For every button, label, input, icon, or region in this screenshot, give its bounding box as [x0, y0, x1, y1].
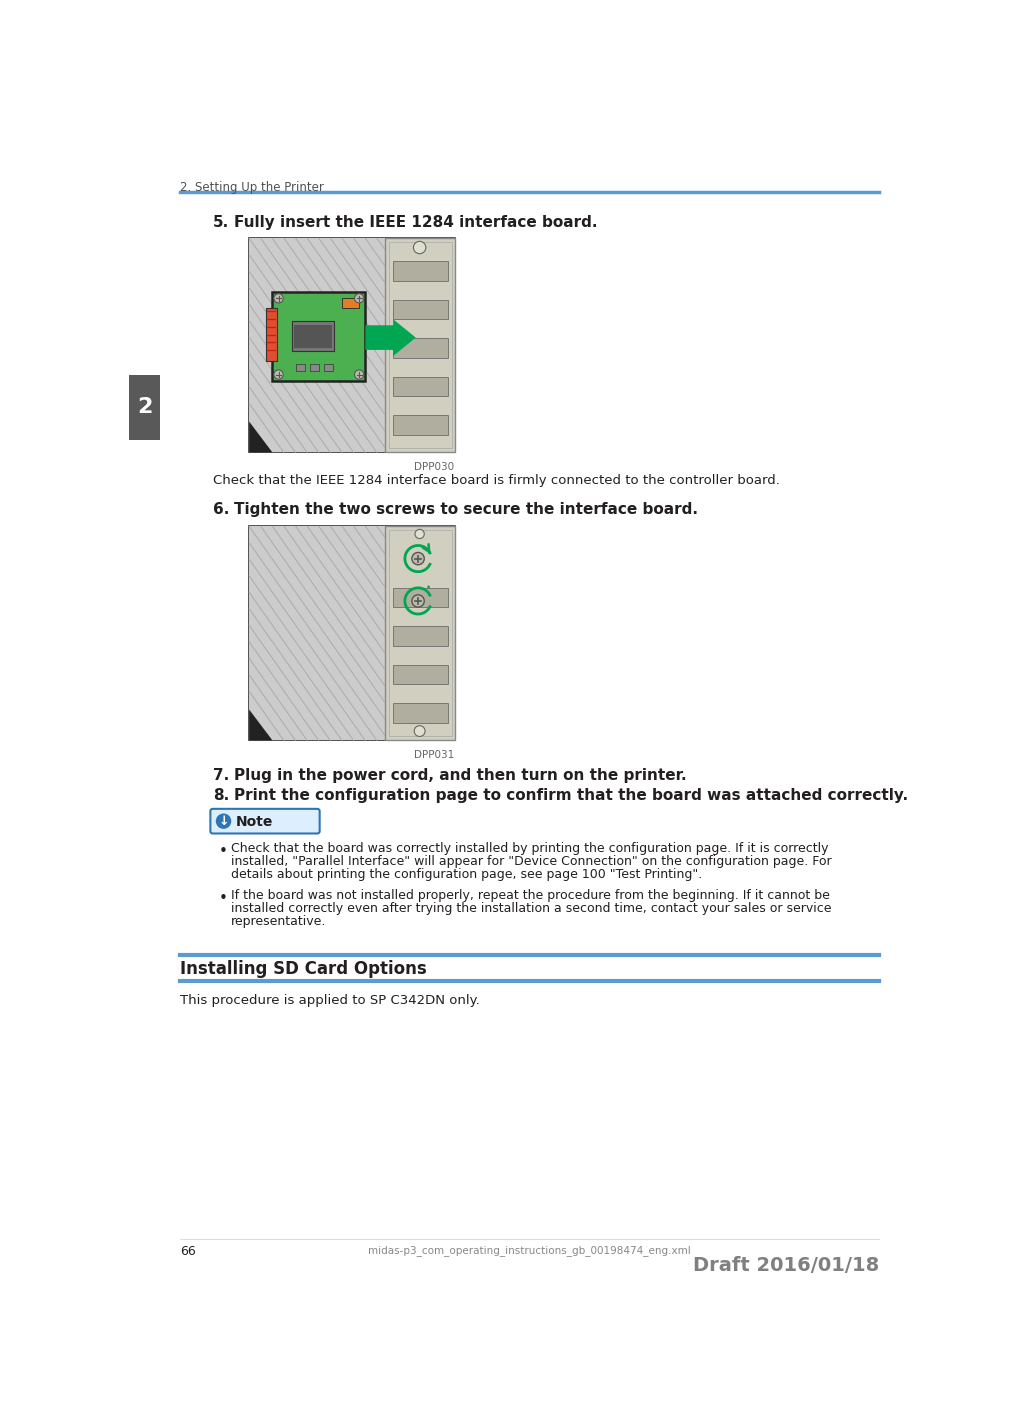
Text: Fully insert the IEEE 1284 interface board.: Fully insert the IEEE 1284 interface boa…: [234, 215, 598, 230]
Text: Plug in the power cord, and then turn on the printer.: Plug in the power cord, and then turn on…: [234, 767, 687, 783]
Circle shape: [414, 726, 425, 736]
Bar: [392, 377, 448, 396]
Text: Print the configuration page to confirm that the board was attached correctly.: Print the configuration page to confirm …: [234, 789, 908, 803]
Bar: [392, 300, 448, 320]
Bar: [385, 239, 454, 452]
Text: Check that the IEEE 1284 interface board is firmly connected to the controller b: Check that the IEEE 1284 interface board…: [213, 473, 779, 487]
Bar: [266, 307, 277, 361]
Bar: [392, 261, 448, 280]
Text: 7.: 7.: [213, 767, 229, 783]
Bar: [392, 588, 448, 607]
Text: installed correctly even after trying the installation a second time, contact yo: installed correctly even after trying th…: [231, 902, 832, 915]
Text: •: •: [219, 891, 228, 907]
Circle shape: [355, 369, 364, 379]
Text: ↓: ↓: [219, 816, 229, 828]
Circle shape: [415, 530, 424, 539]
Bar: [129, 375, 160, 441]
Bar: [385, 526, 454, 740]
Text: Note: Note: [236, 814, 273, 828]
Text: Installing SD Card Options: Installing SD Card Options: [181, 959, 427, 978]
Circle shape: [273, 294, 283, 303]
Text: DPP031: DPP031: [414, 749, 454, 760]
FancyBboxPatch shape: [211, 809, 320, 834]
Bar: [272, 293, 365, 381]
Bar: [392, 665, 448, 684]
Bar: [343, 298, 359, 307]
Circle shape: [355, 294, 364, 303]
Text: 2. Setting Up the Printer: 2. Setting Up the Printer: [181, 182, 324, 195]
Bar: [389, 530, 452, 736]
Text: •: •: [219, 844, 228, 860]
Text: 8.: 8.: [213, 789, 229, 803]
Bar: [295, 364, 304, 371]
Bar: [392, 415, 448, 435]
Polygon shape: [365, 320, 416, 357]
Text: installed, "Parallel Interface" will appear for "Device Connection" on the confi: installed, "Parallel Interface" will app…: [231, 855, 832, 868]
Bar: [292, 321, 334, 351]
Bar: [294, 324, 332, 348]
Text: 5.: 5.: [213, 215, 229, 230]
Polygon shape: [249, 709, 272, 740]
Text: This procedure is applied to SP C342DN only.: This procedure is applied to SP C342DN o…: [181, 993, 480, 1006]
Text: representative.: representative.: [231, 915, 327, 928]
Bar: [310, 364, 319, 371]
Bar: [392, 627, 448, 645]
Text: Check that the board was correctly installed by printing the configuration page.: Check that the board was correctly insta…: [231, 843, 829, 855]
Circle shape: [414, 242, 426, 254]
Bar: [392, 703, 448, 723]
Text: 6.: 6.: [213, 502, 229, 517]
Text: DPP030: DPP030: [415, 462, 454, 472]
Text: Draft 2016/01/18: Draft 2016/01/18: [692, 1256, 879, 1275]
Circle shape: [412, 553, 424, 564]
Bar: [249, 239, 454, 452]
Circle shape: [216, 813, 231, 828]
Text: Tighten the two screws to secure the interface board.: Tighten the two screws to secure the int…: [234, 502, 699, 517]
Bar: [249, 526, 454, 740]
Bar: [249, 526, 385, 740]
Circle shape: [273, 369, 283, 379]
Text: midas-p3_com_operating_instructions_gb_00198474_eng.xml: midas-p3_com_operating_instructions_gb_0…: [367, 1245, 690, 1256]
Bar: [392, 338, 448, 358]
Circle shape: [412, 595, 424, 607]
Bar: [249, 239, 385, 452]
Text: 2: 2: [137, 396, 152, 416]
Bar: [389, 242, 452, 449]
Text: 66: 66: [181, 1245, 196, 1259]
Text: details about printing the configuration page, see page 100 "Test Printing".: details about printing the configuration…: [231, 868, 703, 881]
Text: If the board was not installed properly, repeat the procedure from the beginning: If the board was not installed properly,…: [231, 890, 830, 902]
Polygon shape: [249, 422, 272, 452]
Bar: [323, 364, 333, 371]
